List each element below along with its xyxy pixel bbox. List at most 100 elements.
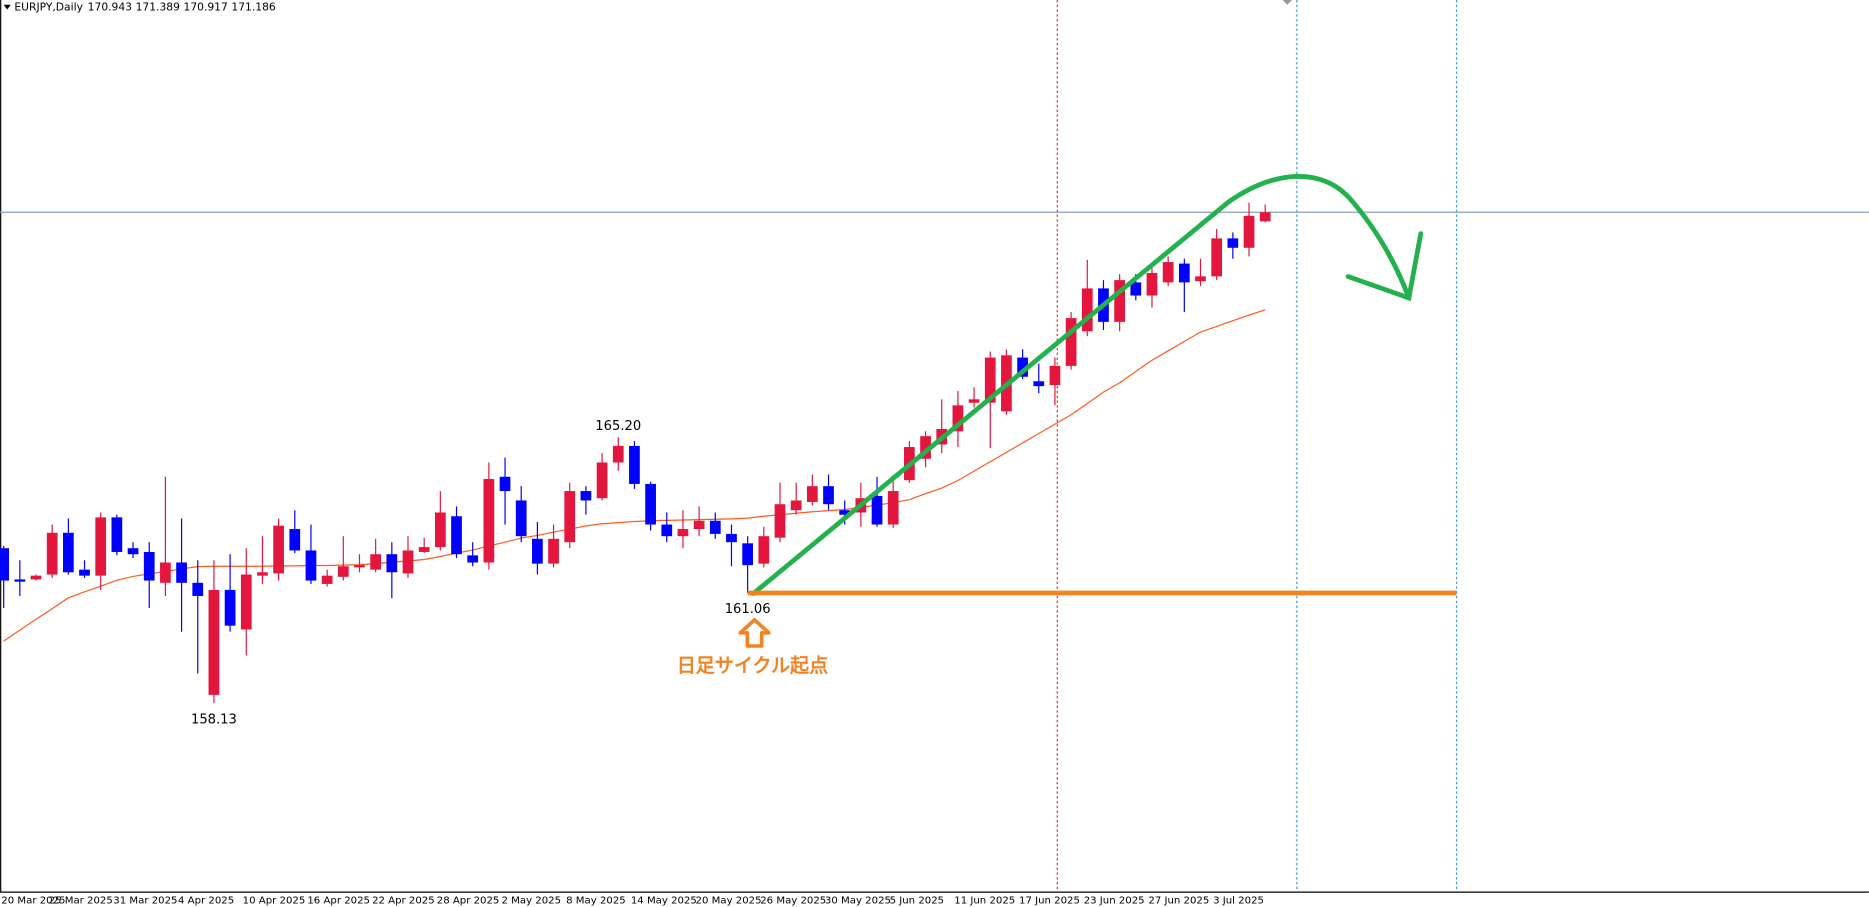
candle-body: [386, 554, 398, 573]
candle-body: [62, 532, 74, 573]
candle-body: [1130, 282, 1142, 296]
x-tick-label: 31 Mar 2025: [113, 895, 177, 906]
x-tick-label: 25 Mar 2025: [49, 895, 113, 906]
candle-body: [661, 524, 673, 537]
high-value: 171.389: [136, 1, 181, 14]
candle-body: [1065, 318, 1077, 366]
candle-body: [224, 589, 236, 626]
candle-body: [742, 543, 754, 566]
candle-body: [418, 547, 430, 552]
candle-body: [321, 575, 333, 584]
candle-body: [1017, 357, 1028, 377]
x-tick-label: 20 May 2025: [696, 895, 762, 906]
candle-body: [629, 445, 640, 484]
candle-body: [515, 500, 527, 537]
price-label: 165.20: [595, 419, 641, 434]
candle-body: [806, 486, 818, 502]
candle-body: [548, 538, 559, 564]
menu-triangle: [3, 4, 11, 10]
candle-body: [176, 562, 187, 583]
candle-body: [758, 536, 770, 564]
candle-body: [192, 582, 204, 596]
candle-body: [1162, 262, 1174, 283]
candle-body: [1227, 238, 1239, 248]
candle-body: [1243, 215, 1255, 248]
x-tick-label: 17 Jun 2025: [1019, 895, 1080, 906]
candle-body: [160, 562, 171, 583]
candle-body: [726, 533, 737, 543]
candle-body: [580, 491, 592, 501]
candle-body: [1081, 288, 1093, 332]
candle-body: [871, 495, 883, 525]
candle-body: [467, 555, 479, 563]
candle-body: [1114, 280, 1125, 322]
candle-body: [354, 565, 365, 568]
candle-body: [709, 520, 721, 534]
chart-header: EURJPY,Daily 170.943 171.389 170.917 171.186: [14, 1, 276, 14]
x-tick-label: 5 Jun 2025: [890, 895, 944, 906]
candle-body: [839, 510, 851, 515]
forecast-curve: [750, 174, 1412, 596]
candle-body: [1259, 212, 1271, 222]
candle-body: [434, 512, 446, 548]
candle-body: [790, 500, 802, 511]
candle-body: [677, 529, 689, 537]
candle-body: [920, 436, 931, 459]
candle-body: [952, 405, 964, 432]
candle-body: [240, 574, 252, 630]
x-tick-label: 28 Apr 2025: [437, 895, 500, 906]
candle-body: [968, 399, 980, 403]
x-tick-label: 26 May 2025: [760, 895, 826, 906]
candle-body: [46, 532, 58, 575]
x-tick-label: 2 May 2025: [501, 895, 561, 906]
x-tick-label: 23 Jun 2025: [1084, 895, 1145, 906]
x-tick-label: 27 Jun 2025: [1148, 895, 1209, 906]
candle-body: [532, 538, 543, 564]
price-label: 158.13: [191, 712, 237, 727]
candle-body: [1178, 263, 1190, 283]
candle-body: [1033, 381, 1045, 387]
candle-body: [257, 572, 268, 576]
candle-body: [1211, 238, 1223, 277]
candle-body: [564, 491, 576, 543]
candle-body: [499, 476, 511, 492]
x-tick-label: 20 Mar 2025: [1, 895, 65, 906]
x-tick-label: 14 May 2025: [631, 895, 697, 906]
candle-body: [887, 491, 899, 525]
x-tick-label: 11 Jun 2025: [954, 895, 1015, 906]
candle-body: [79, 569, 90, 576]
x-tick-label: 10 Apr 2025: [243, 895, 306, 906]
candle-body: [1146, 272, 1158, 296]
shift-marker: [1282, 0, 1293, 5]
symbol: EURJPY,Daily: [14, 1, 83, 14]
candle-body: [823, 486, 834, 505]
candle-body: [30, 575, 42, 580]
candle-body: [289, 529, 301, 551]
candle-body: [984, 357, 996, 403]
x-tick-label: 22 Apr 2025: [372, 895, 435, 906]
candle-body: [370, 554, 382, 570]
low-value: 170.917: [183, 1, 227, 14]
candle-body: [208, 589, 220, 695]
forecast-arrowhead: [1345, 231, 1424, 302]
candle-body: [596, 462, 608, 499]
x-tick-label: 3 Jul 2025: [1213, 895, 1264, 906]
candle-body: [451, 516, 462, 555]
candle-body: [95, 517, 107, 576]
candle-body: [483, 479, 495, 563]
candle-body: [337, 566, 349, 577]
close-value: 171.186: [231, 1, 276, 14]
candle-body: [305, 550, 317, 581]
candle-body: [1049, 365, 1061, 386]
x-tick-label: 30 May 2025: [825, 895, 891, 906]
open-value: 170.943: [88, 1, 132, 14]
candle-body: [693, 520, 705, 530]
candle-body: [774, 504, 786, 538]
candle-body: [111, 517, 123, 552]
candle-body: [273, 525, 284, 574]
x-tick-label: 4 Apr 2025: [178, 895, 234, 906]
